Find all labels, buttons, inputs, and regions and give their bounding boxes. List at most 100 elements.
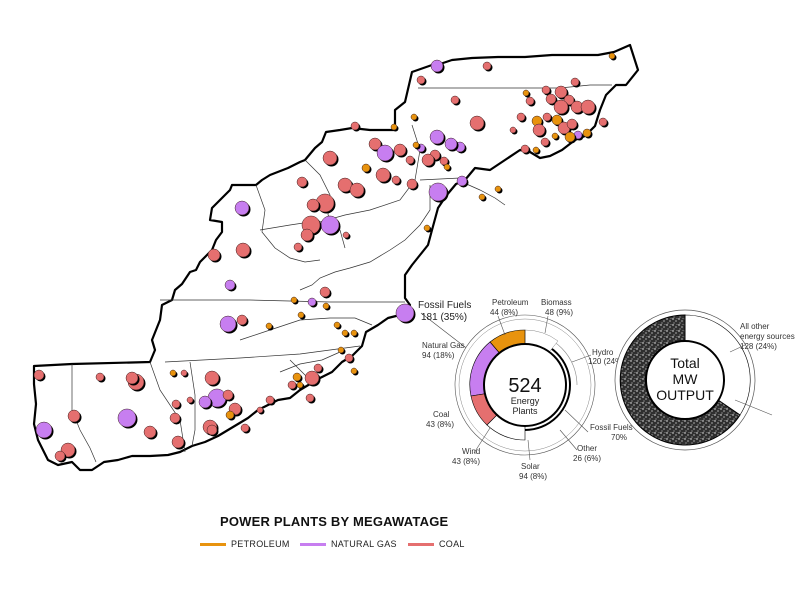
coal-plant-marker <box>416 75 426 85</box>
coal-plant-marker <box>598 117 608 127</box>
coal-plant-marker <box>313 363 323 373</box>
label-natural-gas: Natural Gas <box>422 341 465 350</box>
coal-plant-marker <box>391 175 401 185</box>
coal-plant-marker <box>580 99 596 115</box>
coal-plant-marker <box>125 371 139 385</box>
legend-swatch-natural-gas <box>300 542 326 546</box>
petroleum-plant-marker <box>169 369 177 377</box>
coal-plant-marker <box>304 370 320 386</box>
legend-title: POWER PLANTS BY MEGAWATAGE <box>220 514 449 529</box>
label-petroleum: Petroleum <box>492 298 529 307</box>
legend-swatch-coal <box>408 542 434 546</box>
legend-label-natural-gas: NATURAL GAS <box>331 539 397 549</box>
mw-caption-2: MW <box>673 371 699 387</box>
energy-plants-caption-2: Plants <box>512 406 538 416</box>
coal-plant-marker <box>525 96 535 106</box>
petroleum-plant-marker <box>322 302 330 310</box>
label-biomass: Biomass <box>541 298 572 307</box>
natural-gas-plant-marker <box>429 129 445 145</box>
label-other: Other <box>577 444 597 453</box>
coal-plant-marker <box>439 156 449 166</box>
coal-plant-marker <box>532 123 546 137</box>
coal-plant-marker <box>265 395 275 405</box>
coal-plant-marker <box>222 389 234 401</box>
coal-plant-marker <box>143 425 157 439</box>
coal-plant-marker <box>240 423 250 433</box>
energy-plants-caption-1: Energy <box>511 396 540 406</box>
coal-plant-marker <box>54 450 66 462</box>
coal-plant-marker <box>406 178 418 190</box>
coal-plant-marker <box>541 85 551 95</box>
coal-plant-marker <box>171 435 185 449</box>
petroleum-plant-marker <box>297 311 305 319</box>
petroleum-plant-marker <box>494 185 502 193</box>
coal-plant-marker <box>469 115 485 131</box>
coal-plant-marker <box>545 93 557 105</box>
legend-label-coal: COAL <box>439 539 465 549</box>
coal-plant-marker <box>235 242 251 258</box>
coal-plant-marker <box>570 77 580 87</box>
label-hydro: Hydro <box>592 348 614 357</box>
natural-gas-plant-marker <box>234 200 250 216</box>
petroleum-plant-marker <box>551 132 559 140</box>
coal-plant-marker <box>542 112 552 122</box>
coal-plant-marker <box>300 228 314 242</box>
petroleum-plant-marker <box>532 146 540 154</box>
petroleum-plant-marker <box>551 114 563 126</box>
natural-gas-plant-marker <box>224 279 236 291</box>
petroleum-plant-marker <box>608 52 616 60</box>
coal-plant-marker <box>293 242 303 252</box>
petroleum-plant-marker <box>290 296 298 304</box>
coal-plant-marker <box>180 369 188 377</box>
coal-plant-marker <box>204 370 220 386</box>
coal-plant-marker <box>375 167 391 183</box>
coal-plant-marker <box>482 61 492 71</box>
coal-plant-marker <box>516 112 526 122</box>
natural-gas-plant-marker <box>307 297 317 307</box>
legend-item-natural-gas: NATURAL GAS <box>300 539 397 549</box>
energy-plants-total: 524 <box>508 375 541 397</box>
donut-leader-lines <box>473 315 592 461</box>
petroleum-plant-marker <box>412 141 420 149</box>
value-hydro: 120 (24%) <box>588 357 625 366</box>
petroleum-plant-marker <box>361 163 371 173</box>
label-fossil-fuels: Fossil Fuels <box>590 423 633 432</box>
coal-plant-marker <box>95 372 105 382</box>
energy-plants-donut: 524 Energy Plants <box>454 314 596 456</box>
value-fossil-fuels: 70% <box>611 433 627 442</box>
coal-plant-marker <box>306 198 320 212</box>
fossil-fuels-callout-value: 181 (35%) <box>421 312 467 323</box>
label-coal: Coal <box>433 410 450 419</box>
coal-plant-marker <box>405 155 415 165</box>
petroleum-plant-marker <box>350 329 358 337</box>
coal-plant-marker <box>540 137 550 147</box>
coal-plant-marker <box>207 248 221 262</box>
value-coal: 43 (8%) <box>426 420 454 429</box>
natural-gas-plant-marker <box>117 408 137 428</box>
petroleum-plant-marker <box>350 367 358 375</box>
power-plant-markers <box>33 52 617 463</box>
mw-callout-leader <box>729 344 746 353</box>
mw-center <box>645 340 725 420</box>
petroleum-plant-marker <box>443 163 451 171</box>
coal-plant-marker <box>186 396 194 404</box>
donut-center <box>483 343 567 427</box>
petroleum-plant-marker <box>292 372 302 382</box>
petroleum-plant-marker <box>564 131 576 143</box>
coal-plant-marker <box>296 176 308 188</box>
natural-gas-plant-marker <box>456 175 468 187</box>
coal-plant-marker <box>509 126 517 134</box>
coal-plant-marker <box>393 143 407 157</box>
petroleum-plant-marker <box>410 113 418 121</box>
legend-swatch-petroleum <box>200 542 226 546</box>
petroleum-plant-marker <box>341 329 349 337</box>
state-boundaries <box>71 84 612 463</box>
petroleum-plant-marker <box>337 346 345 354</box>
coal-plant-marker <box>305 393 315 403</box>
label-wind: Wind <box>462 447 480 456</box>
petroleum-plant-marker <box>582 128 592 138</box>
value-solar: 94 (8%) <box>519 472 547 481</box>
legend: PETROLEUM NATURAL GAS COAL <box>200 539 500 553</box>
coal-plant-marker <box>322 150 338 166</box>
coal-plant-marker <box>319 286 331 298</box>
